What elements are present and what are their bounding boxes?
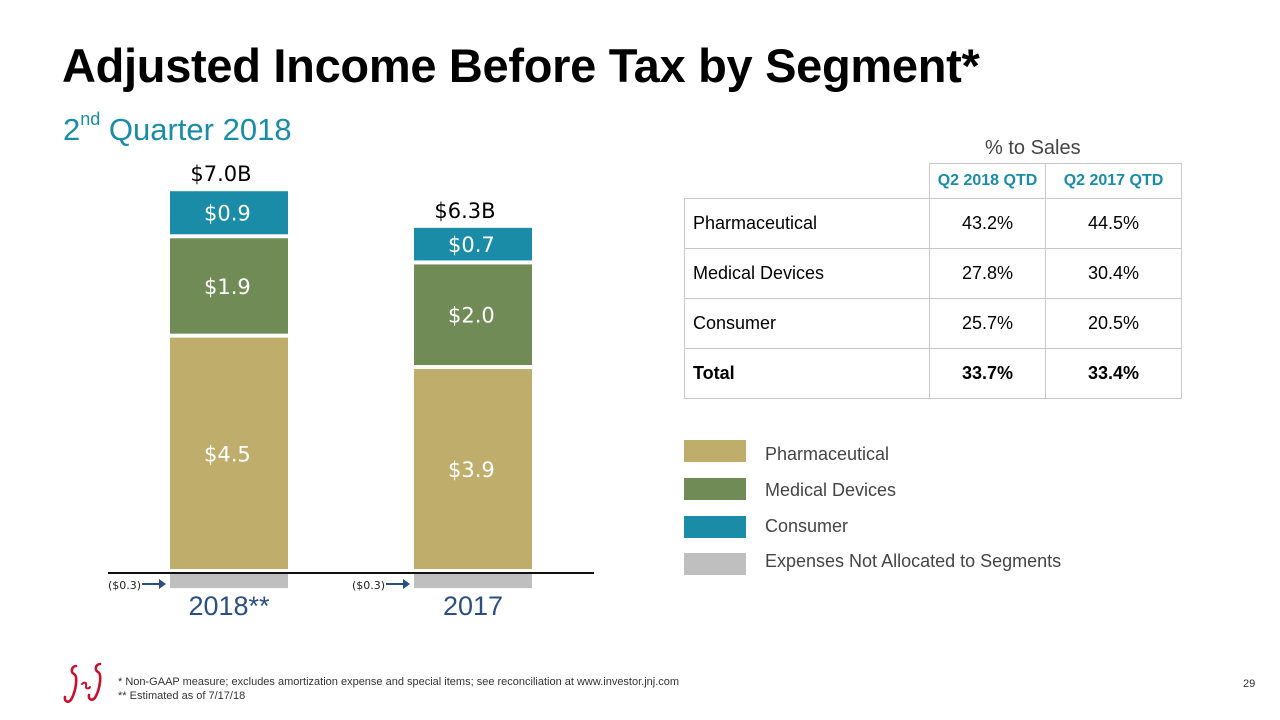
legend-label-unallocated: Expenses Not Allocated to Segments: [765, 551, 1062, 571]
bar-segment-pharmaceutical: [170, 337, 288, 569]
column-header: Q2 2018 QTD: [929, 163, 1046, 199]
bar-segment-consumer: [414, 227, 532, 261]
arrowhead-icon: [403, 579, 410, 589]
footnote: ** Estimated as of 7/17/18: [118, 690, 246, 702]
subtitle-superscript: nd: [80, 108, 101, 129]
segment-cell: Medical Devices: [684, 248, 930, 299]
table-row: Pharmaceutical 43.2% 44.5%: [684, 198, 1182, 249]
table-row: Consumer 25.7% 20.5%: [684, 298, 1182, 349]
table-heading: % to Sales: [985, 137, 1081, 159]
segment-cell: Total: [684, 348, 930, 399]
value-cell: 25.7%: [929, 298, 1046, 349]
bar-value-label: $3.9: [448, 458, 495, 482]
table-row: Medical Devices 27.8% 30.4%: [684, 248, 1182, 299]
bar-segment-expenses-not-allocated-to-segments: [414, 574, 532, 589]
legend-swatch-medical-devices: [684, 478, 746, 500]
negative-value-label: ($0.3): [108, 579, 141, 592]
table-header-blank: [685, 164, 930, 199]
footnote: * Non-GAAP measure; excludes amortizatio…: [118, 676, 680, 688]
stacked-bar-chart: $4.5 $1.9 $0.9 ($0.3) $7.0B 2018** $3.9 $2.0 $0.…: [108, 162, 594, 621]
bar-segment-expenses-not-allocated-to-segments: [170, 574, 288, 589]
bar-segment-pharmaceutical: [414, 369, 532, 569]
page-number: 29: [1243, 678, 1256, 690]
segment-cell: Consumer: [684, 298, 930, 349]
subtitle-prefix: 2: [63, 112, 81, 147]
value-cell: 44.5%: [1045, 198, 1182, 249]
x-category-label: 2017: [443, 591, 503, 621]
bar-value-label: $4.5: [204, 442, 251, 466]
bar-segment-medical-devices: [414, 264, 532, 366]
bar-value-label: $0.9: [204, 202, 251, 226]
legend-swatch-consumer: [684, 516, 746, 538]
legend-label-medical-devices: Medical Devices: [765, 480, 897, 500]
legend-label-pharmaceutical: Pharmaceutical: [765, 444, 890, 464]
percent-to-sales-table: Q2 2018 QTD Q2 2017 QTD Pharmaceutical 4…: [684, 163, 1182, 399]
x-category-label: 2018**: [188, 591, 270, 621]
slide-subtitle: 2nd Quarter 2018: [63, 108, 292, 148]
jnj-logo-icon: [63, 662, 102, 703]
segment-cell: Pharmaceutical: [684, 198, 930, 249]
value-cell: 33.4%: [1045, 348, 1182, 399]
bar-segment-medical-devices: [170, 238, 288, 334]
table-total-row: Total 33.7% 33.4%: [684, 348, 1182, 399]
bar-total-label: $7.0B: [190, 162, 251, 186]
subtitle-rest: Quarter 2018: [100, 112, 292, 147]
column-header: Q2 2017 QTD: [1045, 163, 1182, 199]
legend-swatch-unallocated: [684, 553, 746, 575]
slide-title: Adjusted Income Before Tax by Segment*: [62, 39, 980, 92]
footnotes: * Non-GAAP measure; excludes amortizatio…: [118, 675, 679, 703]
value-cell: 33.7%: [929, 348, 1046, 399]
bar-value-label: $0.7: [448, 233, 495, 257]
arrowhead-icon: [159, 579, 166, 589]
bar-segment-consumer: [170, 191, 288, 235]
value-cell: 27.8%: [929, 248, 1046, 299]
bar-value-label: $2.0: [448, 304, 495, 328]
table-header-row: Q2 2018 QTD Q2 2017 QTD: [685, 163, 1182, 199]
value-cell: 20.5%: [1045, 298, 1182, 349]
bar-total-label: $6.3B: [434, 199, 495, 223]
legend-label-consumer: Consumer: [765, 516, 849, 536]
negative-value-label: ($0.3): [352, 579, 385, 592]
value-cell: 43.2%: [929, 198, 1046, 249]
legend-swatch-pharmaceutical: [684, 440, 746, 462]
bar-value-label: $1.9: [204, 275, 251, 299]
value-cell: 30.4%: [1045, 248, 1182, 299]
